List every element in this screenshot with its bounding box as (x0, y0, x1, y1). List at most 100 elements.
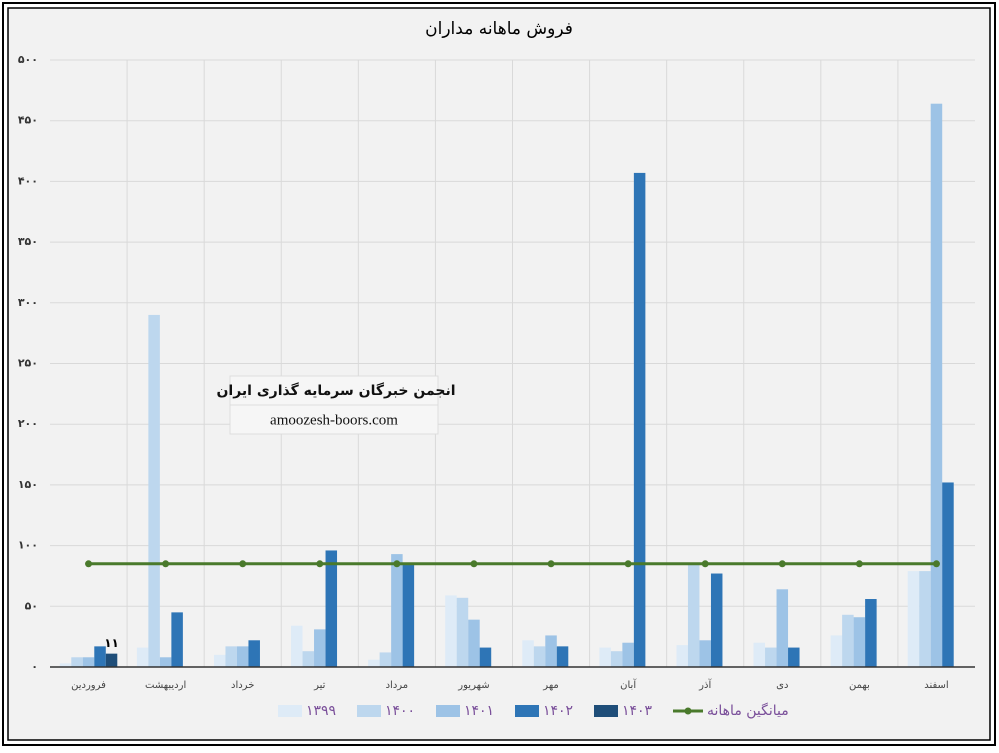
bar (622, 642, 634, 667)
bar (930, 103, 943, 668)
average-marker (932, 560, 940, 568)
chart-title: فروش ماهانه مداران (425, 19, 573, 39)
bar (699, 640, 711, 667)
x-tick-label: مهر (542, 680, 558, 691)
bar (788, 647, 800, 667)
bar (842, 614, 854, 667)
bar (82, 657, 95, 667)
y-tick-label: ۵۰ (25, 599, 38, 612)
bar (522, 640, 534, 667)
legend-swatch (594, 705, 618, 717)
legend-label: میانگین ماهانه (707, 702, 789, 719)
y-tick-label: ۵۰۰ (18, 53, 38, 66)
bar (225, 646, 237, 667)
bar (445, 595, 457, 667)
x-tick-label: فروردین (71, 680, 106, 691)
legend-label: ۱۴۰۱ (464, 703, 494, 719)
value-label: ۱۱ (104, 636, 119, 650)
watermark-url: amoozesh-boors.com (270, 412, 398, 428)
bar (402, 565, 415, 667)
legend-swatch (357, 705, 381, 717)
bar (456, 597, 469, 667)
bar (59, 663, 72, 667)
bar (379, 652, 392, 667)
bar (545, 635, 557, 667)
bar (105, 653, 118, 667)
bar (291, 625, 303, 667)
bar (213, 654, 226, 667)
x-tick-label: تیر (313, 680, 326, 691)
x-tick-label: دی (776, 680, 788, 691)
x-tick-label: خرداد (231, 680, 254, 691)
bar (236, 646, 249, 667)
bar (391, 554, 403, 667)
x-tick-label: اسفند (924, 680, 948, 691)
bar (248, 640, 260, 667)
legend-swatch (278, 705, 302, 717)
bar (325, 550, 338, 667)
x-tick-label: شهریور (457, 680, 489, 691)
x-tick-label: اردیبهشت (145, 680, 186, 691)
y-tick-label: ۱۵۰ (18, 478, 38, 491)
bar (148, 314, 160, 667)
average-marker (239, 560, 247, 568)
bar (368, 659, 380, 667)
watermark: انجمن خبرگان سرمایه گذاری ایران amoozesh… (216, 375, 456, 435)
x-tick-label: بهمن (849, 680, 870, 691)
average-marker (85, 560, 93, 568)
y-tick-label: ۳۵۰ (18, 235, 38, 248)
watermark-title: انجمن خبرگان سرمایه گذاری ایران (216, 382, 455, 399)
y-tick-label: ۲۵۰ (18, 357, 38, 370)
bar (171, 612, 183, 667)
bar (776, 589, 789, 667)
average-marker (316, 560, 324, 568)
y-tick-label: ۰ (31, 660, 38, 673)
average-marker (393, 560, 401, 568)
average-marker (855, 560, 863, 568)
bar (94, 646, 106, 667)
bar (610, 651, 623, 667)
bar (907, 571, 920, 667)
bar (942, 482, 954, 667)
bar (136, 647, 149, 667)
bar (556, 646, 569, 667)
legend-label: ۱۳۹۹ (306, 703, 336, 719)
y-tick-label: ۳۰۰ (18, 296, 38, 309)
bar (919, 571, 931, 667)
bar (633, 172, 646, 668)
bar (314, 629, 326, 667)
bar (599, 647, 611, 667)
y-tick-label: ۴۵۰ (18, 114, 38, 127)
bar (676, 645, 688, 667)
x-tick-label: آذر (698, 678, 712, 691)
average-marker (778, 560, 786, 568)
bar (753, 642, 766, 667)
bar (71, 657, 83, 667)
bar (710, 573, 723, 667)
y-tick-label: ۴۰۰ (18, 174, 38, 187)
average-marker (624, 560, 632, 568)
average-marker (470, 560, 478, 568)
average-marker (547, 560, 555, 568)
bar (830, 635, 843, 667)
legend-label: ۱۴۰۲ (543, 703, 573, 719)
legend-swatch (436, 705, 460, 717)
bar (765, 647, 777, 667)
legend-label: ۱۴۰۳ (622, 703, 653, 719)
legend-swatch (515, 705, 539, 717)
bar (479, 647, 492, 667)
bar (687, 562, 700, 667)
y-tick-label: ۲۰۰ (18, 417, 38, 430)
legend-label: ۱۴۰۰ (385, 703, 415, 719)
average-marker (162, 560, 170, 568)
bar (533, 646, 546, 667)
x-tick-label: آبان (620, 678, 637, 691)
bar (302, 651, 315, 667)
bar (865, 599, 877, 667)
y-tick-label: ۱۰۰ (18, 539, 38, 552)
x-tick-label: مرداد (386, 680, 409, 691)
average-marker (701, 560, 709, 568)
bar (853, 617, 866, 667)
legend-marker (684, 707, 692, 715)
